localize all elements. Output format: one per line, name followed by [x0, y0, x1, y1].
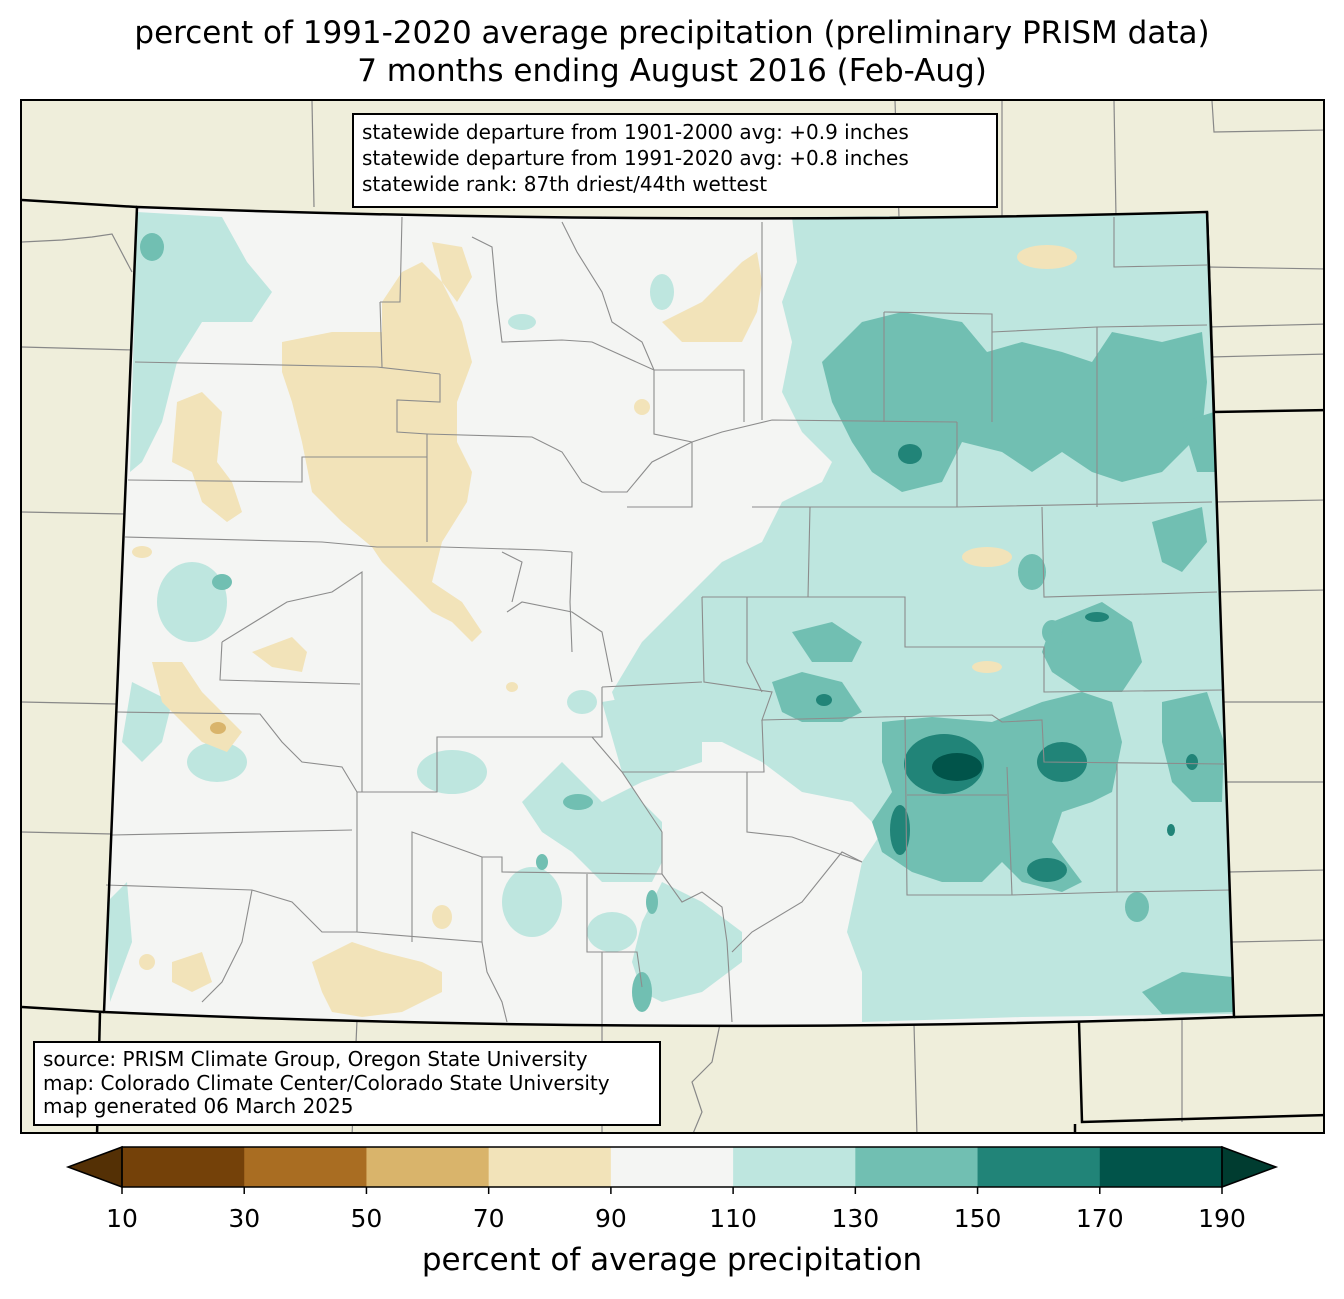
stats-rank: statewide rank: 87th driest/44th wettest [362, 172, 768, 196]
colorbar-bin [855, 1147, 979, 1187]
colorbar-bin [488, 1147, 612, 1187]
colorbar-tick-label: 50 [350, 1204, 383, 1233]
stats-departure-1991-2020: statewide departure from 1991-2020 avg: … [362, 146, 909, 170]
colorbar-tick-label: 130 [831, 1204, 880, 1233]
colorbar-outline [121, 1146, 1223, 1188]
colorbar-under-arrow [65, 1145, 123, 1189]
colorbar [65, 1145, 1279, 1194]
colorbar-tick-label: 110 [709, 1204, 757, 1233]
stats-departure-1901-2000: statewide departure from 1901-2000 avg: … [362, 120, 909, 144]
colorbar-tick-label: 70 [472, 1204, 505, 1233]
map-subtitle: 7 months ending August 2016 (Feb-Aug) [357, 53, 987, 89]
neighbor-state-borders [22, 101, 1323, 1132]
colorbar-bin [977, 1147, 1101, 1187]
map-title: percent of 1991-2020 average precipitati… [134, 15, 1210, 51]
colorbar-bin [610, 1147, 734, 1187]
colorbar-tick-label: 30 [228, 1204, 261, 1233]
colorbar-tick-label: 190 [1198, 1204, 1246, 1233]
colorbar-bin [733, 1147, 856, 1187]
colorbar-tick-label: 90 [594, 1204, 627, 1233]
colorbar-bin [122, 1147, 245, 1187]
colorbar-tick-label: 150 [953, 1204, 1002, 1233]
map-panel: statewide departure from 1901-2000 avg: … [20, 99, 1325, 1134]
colorbar-bin [244, 1147, 367, 1187]
colorbar-bin [1099, 1147, 1223, 1187]
county-lines [105, 216, 1231, 1024]
statewide-stats-box: statewide departure from 1901-2000 avg: … [352, 113, 998, 208]
generated-date-line: map generated 06 March 2025 [43, 1094, 354, 1118]
map-credit-line: map: Colorado Climate Center/Colorado St… [43, 1070, 610, 1095]
colorbar-label: percent of average precipitation [421, 1242, 923, 1278]
source-line: source: PRISM Climate Group, Oregon Stat… [43, 1047, 588, 1071]
colorado-border [102, 205, 1236, 1028]
colorbar-tick-label: 170 [1075, 1204, 1124, 1233]
colorbar-tick-label: 10 [106, 1204, 138, 1233]
colorbar-bin [366, 1147, 490, 1187]
colorbar-over-arrow [1221, 1145, 1279, 1189]
colorado-precip-map [22, 101, 1323, 1132]
source-credit-box: source: PRISM Climate Group, Oregon Stat… [33, 1041, 661, 1126]
